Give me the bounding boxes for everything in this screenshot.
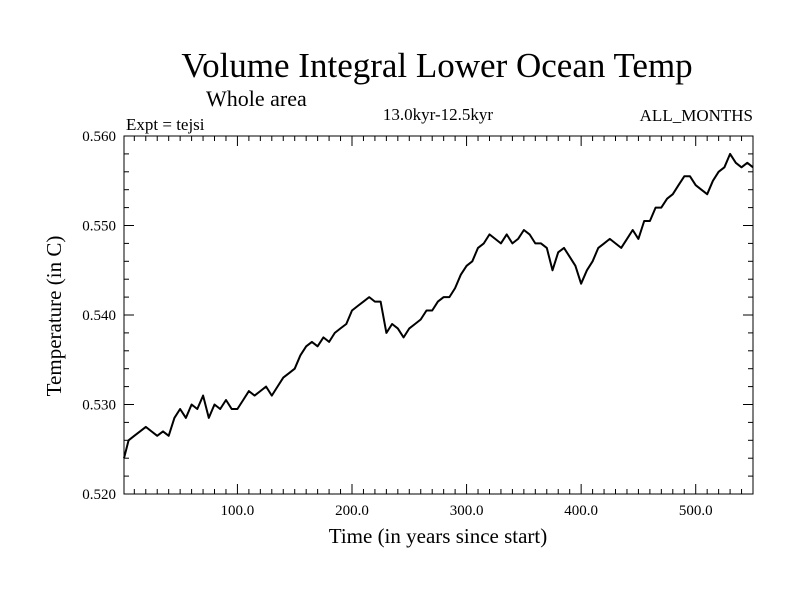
y-axis-label: Temperature (in C) [42,236,66,397]
y-tick-label: 0.560 [82,129,116,145]
y-tick-label: 0.520 [82,487,116,503]
plot-frame [123,135,754,495]
x-tick-label: 200.0 [335,503,369,519]
x-axis-ticks: 100.0 200.0 300.0 400.0 500.0 [133,136,754,519]
x-tick-label: 100.0 [221,503,255,519]
plot-area-border [123,135,754,495]
x-axis-label: Time (in years since start) [329,524,548,548]
y-tick-label: 0.540 [82,308,116,324]
series-line-tejsi [123,152,754,459]
y-axis-ticks: 0.520 0.530 0.540 0.550 0.560 [82,129,753,503]
y-tick-label: 0.530 [82,398,116,414]
x-tick-label: 300.0 [450,503,484,519]
y-tick-label: 0.550 [82,219,116,235]
period-label: 13.0kyr-12.5kyr [383,105,493,124]
chart-subtitle: Whole area [206,86,307,111]
series-layer [123,152,754,459]
chart-title: Volume Integral Lower Ocean Temp [181,46,692,85]
experiment-label: Expt = tejsi [126,115,205,134]
months-label: ALL_MONTHS [640,106,753,125]
x-tick-label: 500.0 [679,503,713,519]
x-tick-label: 400.0 [564,503,598,519]
